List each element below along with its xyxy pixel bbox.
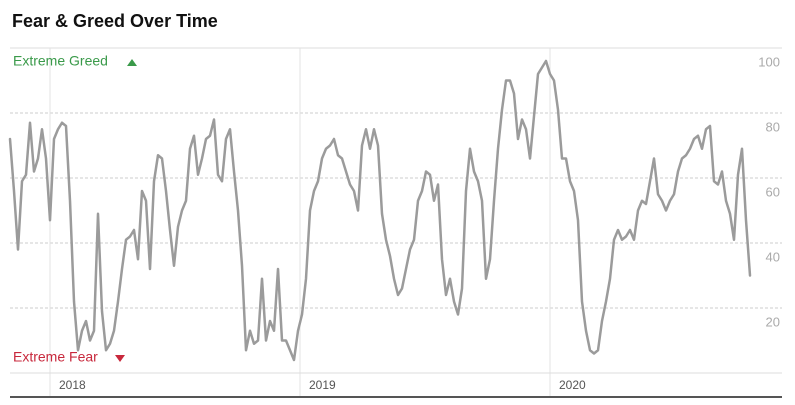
x-tick-label: 2020: [559, 378, 586, 392]
x-tick-label: 2019: [309, 378, 336, 392]
down-triangle-icon: [115, 355, 125, 362]
y-tick-label: 60: [766, 184, 780, 199]
y-tick-label: 40: [766, 249, 780, 264]
y-tick-label: 100: [758, 54, 780, 69]
up-triangle-icon: [127, 59, 137, 66]
y-tick-label: 80: [766, 119, 780, 134]
plot: [8, 59, 752, 362]
extreme-greed-label: Extreme Greed: [13, 53, 108, 69]
chart-title: Fear & Greed Over Time: [12, 11, 218, 31]
extreme-fear-label: Extreme Fear: [13, 349, 98, 365]
y-tick-label: 20: [766, 314, 780, 329]
grid: [10, 47, 782, 397]
line-series: [8, 59, 752, 362]
x-tick-label: 2018: [59, 378, 86, 392]
